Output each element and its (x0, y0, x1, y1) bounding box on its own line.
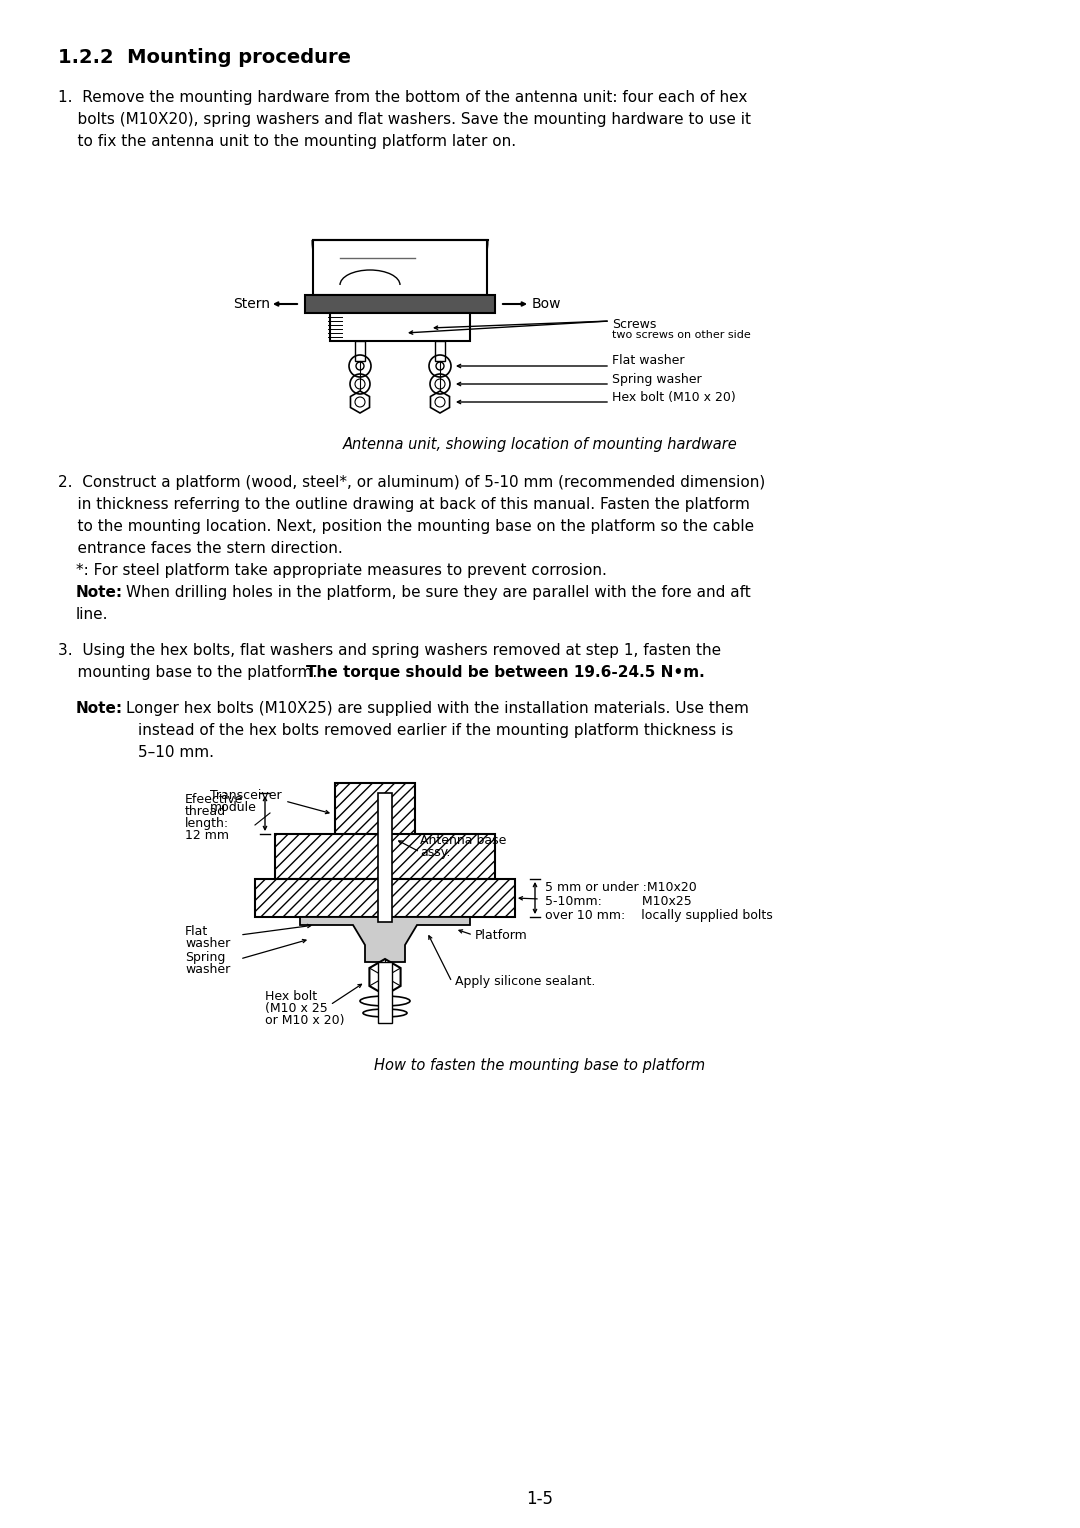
Bar (435, 341, 445, 361)
Text: (M10 x 25: (M10 x 25 (265, 1002, 327, 1015)
Text: 1.2.2  Mounting procedure: 1.2.2 Mounting procedure (58, 47, 351, 67)
Polygon shape (300, 917, 470, 963)
Text: bolts (M10X20), spring washers and flat washers. Save the mounting hardware to u: bolts (M10X20), spring washers and flat … (58, 112, 751, 127)
Text: thread: thread (185, 805, 226, 817)
Text: Transceiver: Transceiver (210, 788, 282, 802)
Text: in thickness referring to the outline drawing at back of this manual. Fasten the: in thickness referring to the outline dr… (58, 497, 750, 512)
Bar (355, 341, 365, 361)
Text: to fix the antenna unit to the mounting platform later on.: to fix the antenna unit to the mounting … (58, 134, 516, 150)
Text: How to fasten the mounting base to platform: How to fasten the mounting base to platf… (375, 1057, 705, 1073)
Text: assy.: assy. (420, 847, 450, 859)
Bar (378, 793, 392, 921)
Text: 1-5: 1-5 (527, 1490, 554, 1508)
Text: 5–10 mm.: 5–10 mm. (138, 746, 214, 759)
Text: 12 mm: 12 mm (185, 830, 229, 842)
Text: washer: washer (185, 963, 230, 976)
Text: entrance faces the stern direction.: entrance faces the stern direction. (58, 541, 342, 556)
Text: 2.  Construct a platform (wood, steel*, or aluminum) of 5-10 mm (recommended dim: 2. Construct a platform (wood, steel*, o… (58, 475, 766, 490)
Text: to the mounting location. Next, position the mounting base on the platform so th: to the mounting location. Next, position… (58, 520, 754, 533)
Ellipse shape (363, 1008, 407, 1018)
Text: module: module (210, 801, 257, 814)
Bar (335, 782, 415, 845)
Text: Antenna unit, showing location of mounting hardware: Antenna unit, showing location of mounti… (342, 437, 738, 452)
Text: Note:: Note: (76, 585, 123, 601)
Text: line.: line. (76, 607, 108, 622)
Text: Note:: Note: (76, 701, 123, 717)
Text: Platform: Platform (475, 929, 528, 941)
Ellipse shape (360, 996, 410, 1005)
Text: 1.  Remove the mounting hardware from the bottom of the antenna unit: four each : 1. Remove the mounting hardware from the… (58, 90, 747, 105)
Bar (255, 879, 515, 917)
Text: Stern: Stern (233, 296, 270, 312)
Text: over 10 mm:    locally supplied bolts: over 10 mm: locally supplied bolts (545, 909, 773, 921)
Polygon shape (369, 960, 401, 995)
Text: Longer hex bolts (M10X25) are supplied with the installation materials. Use them: Longer hex bolts (M10X25) are supplied w… (126, 701, 748, 717)
Text: Antenna base: Antenna base (420, 834, 507, 847)
Text: *: For steel platform take appropriate measures to prevent corrosion.: *: For steel platform take appropriate m… (76, 562, 607, 578)
Text: Hex bolt (M10 x 20): Hex bolt (M10 x 20) (612, 391, 735, 403)
Text: or M10 x 20): or M10 x 20) (265, 1015, 345, 1027)
Bar (275, 834, 495, 879)
Text: instead of the hex bolts removed earlier if the mounting platform thickness is: instead of the hex bolts removed earlier… (138, 723, 733, 738)
Text: two screws on other side: two screws on other side (612, 330, 751, 341)
Text: Spring washer: Spring washer (612, 373, 702, 385)
Bar (378, 963, 392, 1024)
Bar (330, 313, 470, 341)
Text: When drilling holes in the platform, be sure they are parallel with the fore and: When drilling holes in the platform, be … (126, 585, 751, 601)
Text: Flat: Flat (185, 924, 208, 938)
Bar (305, 295, 495, 313)
Text: washer: washer (185, 937, 230, 950)
Text: Apply silicone sealant.: Apply silicone sealant. (455, 975, 595, 989)
Text: Spring: Spring (185, 950, 226, 964)
Text: Efeective: Efeective (185, 793, 243, 805)
Text: length:: length: (185, 817, 229, 830)
Text: The torque should be between 19.6-24.5 N•m.: The torque should be between 19.6-24.5 N… (306, 665, 705, 680)
Text: Hex bolt: Hex bolt (265, 990, 318, 1002)
Text: Flat washer: Flat washer (612, 354, 685, 368)
Text: 3.  Using the hex bolts, flat washers and spring washers removed at step 1, fast: 3. Using the hex bolts, flat washers and… (58, 643, 721, 659)
Text: 5-10mm:          M10x25: 5-10mm: M10x25 (545, 895, 692, 908)
Text: Screws: Screws (612, 318, 657, 332)
Text: Bow: Bow (532, 296, 562, 312)
Text: 5 mm or under :M10x20: 5 mm or under :M10x20 (545, 882, 697, 894)
Text: mounting base to the platform.: mounting base to the platform. (58, 665, 322, 680)
Bar (313, 240, 487, 295)
